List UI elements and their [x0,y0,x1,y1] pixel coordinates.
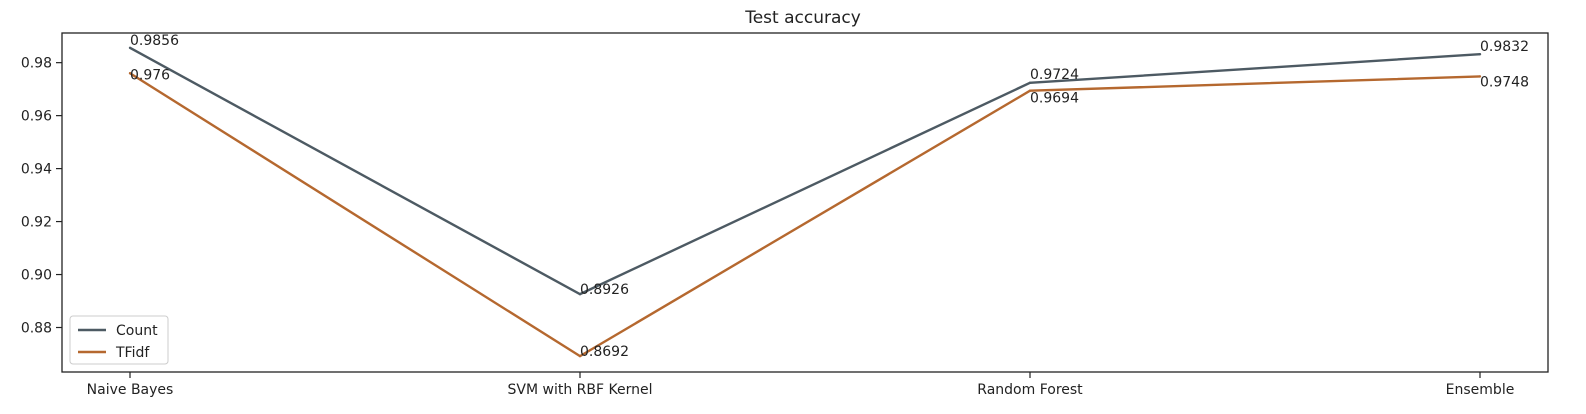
data-label-count: 0.9832 [1480,39,1529,55]
data-point-count [128,46,132,50]
plot-frame [61,32,1549,373]
legend-label-count: Count [116,323,158,339]
data-point-tfidf [1028,89,1032,92]
data-point-tfidf [128,72,132,75]
legend-label-tfidf: TFidf [115,345,150,361]
data-label-tfidf: 0.8692 [580,344,629,360]
data-labels-layer: 0.9856 0.8926 0.9724 0.9832 0.976 0.8692 0.969… [130,33,1529,360]
data-point-tfidf [578,354,582,358]
legend: Count TFidf [69,315,169,365]
data-label-tfidf: 0.9694 [1030,91,1079,107]
data-label-count: 0.9724 [1030,67,1079,83]
y-tick-label: 0.94 [21,162,52,178]
data-label-tfidf: 0.9748 [1480,74,1529,90]
x-tick-label: Naive Bayes [87,382,174,398]
data-label-count: 0.8926 [580,282,629,298]
data-label-tfidf: 0.976 [130,67,170,83]
x-tick-label: SVM with RBF Kernel [508,382,653,398]
series-layer [128,46,1482,358]
y-tick-label: 0.90 [21,268,52,284]
data-point-tfidf [1478,75,1482,78]
y-axis: 0.88 0.90 0.92 0.94 0.96 0.98 [21,56,62,337]
y-tick-label: 0.88 [21,321,52,337]
data-point-count [578,292,582,296]
x-tick-label: Ensemble [1446,382,1515,398]
series-line-count [129,46,1481,296]
chart-title: Test accuracy [744,8,861,28]
y-tick-label: 0.92 [21,215,52,231]
data-label-count: 0.9856 [130,33,179,49]
data-point-count [1028,81,1032,84]
y-tick-label: 0.98 [21,56,52,72]
data-point-count [1478,52,1482,56]
y-tick-label: 0.96 [21,109,52,125]
x-tick-label: Random Forest [977,382,1083,398]
x-axis: Naive Bayes SVM with RBF Kernel Random For… [87,372,1515,398]
series-line-tfidf [129,72,1481,358]
plot-border [61,32,1549,373]
